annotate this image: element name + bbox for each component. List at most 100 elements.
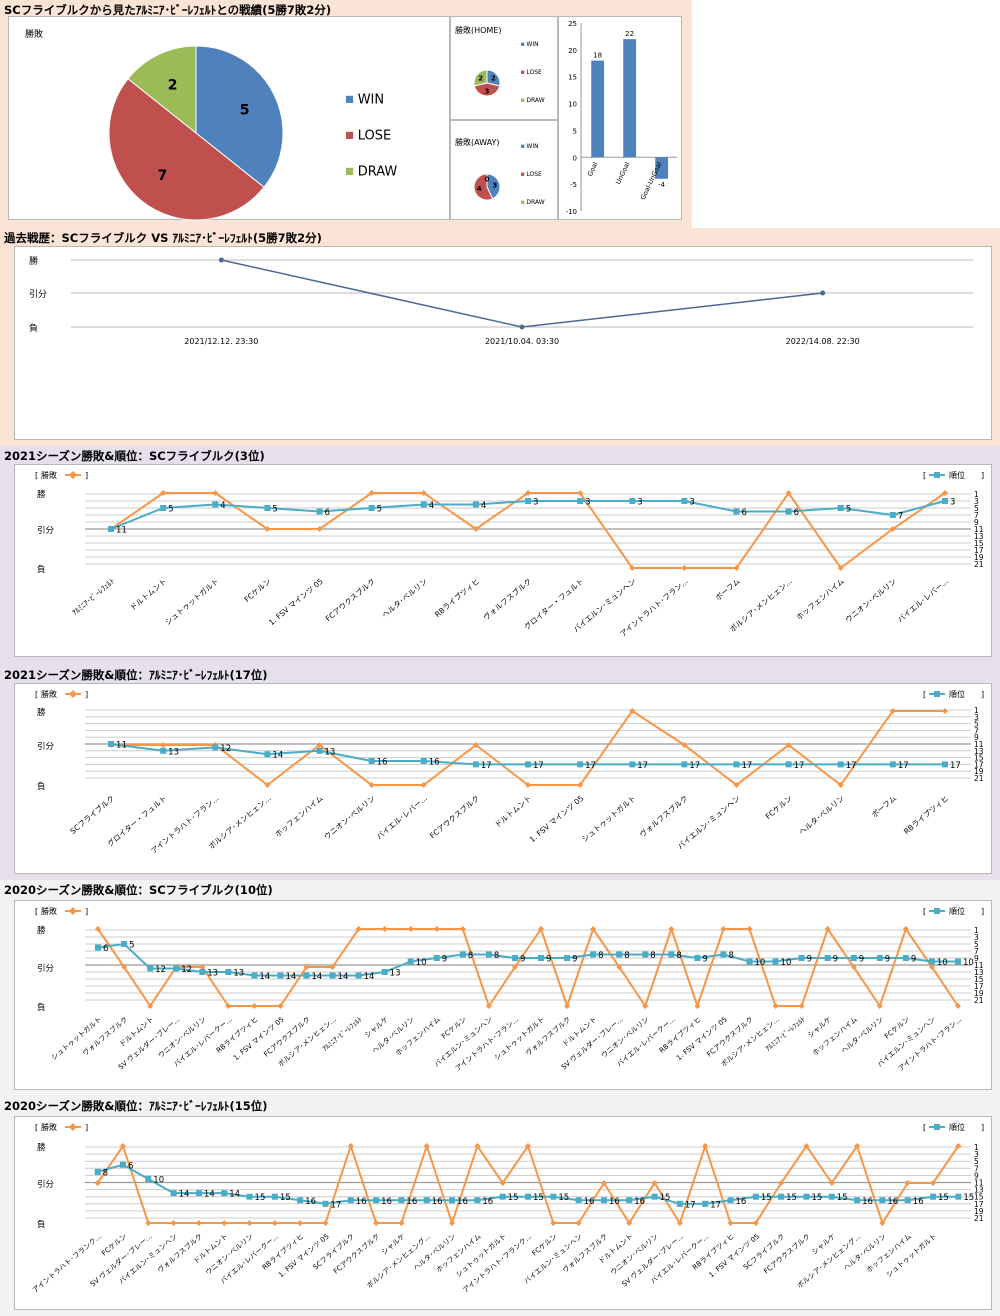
rank-point [720, 951, 727, 958]
season-2020-bielefeld: 2020シーズン勝敗&順位：ｱﾙﾐﾆｱ･ﾋﾞｰﾚﾌｪﾙﾄ(15位) [勝敗][順… [0, 1096, 1000, 1316]
pie-home: 勝敗(HOME) 232 WIN LOSE DRAW [455, 25, 545, 104]
category-label: ヘルタ･ベルリン [797, 794, 846, 837]
rank-tick: 19 [974, 989, 984, 998]
rank-value-label: 9 [885, 955, 890, 965]
category-label: 1. FSV マインツ 05 [528, 793, 586, 844]
result-point [472, 742, 479, 748]
result-point [577, 490, 584, 496]
rank-point [746, 958, 753, 965]
rank-point [727, 1197, 734, 1204]
category-label: Goal [586, 161, 600, 178]
rank-value-label: 6 [325, 508, 330, 518]
rank-tick: 13 [974, 968, 984, 977]
result-point [368, 490, 375, 496]
history-section: 過去戦歴：SCフライブルク VS ｱﾙﾐﾆｱ･ﾋﾞｰﾚﾌｪﾙﾄ(5勝7敗2分) … [0, 228, 1000, 446]
rank-value-label: 6 [103, 944, 108, 954]
rank-value-label: 9 [520, 955, 525, 965]
result-point [828, 1180, 835, 1186]
rank-point [251, 972, 258, 979]
result-point [733, 782, 740, 788]
result-point [485, 1003, 492, 1009]
category-label: ドルトムント [128, 577, 168, 613]
rank-value-label: 13 [168, 747, 179, 757]
rank-value-label: 17 [794, 761, 805, 771]
legend-bracket: ] [85, 471, 88, 480]
rank-value-label: 14 [229, 1190, 240, 1200]
result-point [575, 1220, 582, 1226]
pie-main: 勝敗 5 7 2 WIN LOSE DRAW [25, 28, 397, 221]
result-point [538, 926, 545, 932]
rank-point [681, 498, 688, 504]
rank-value-label: 13 [233, 969, 244, 979]
rank-tick: 19 [974, 553, 984, 562]
rank-point [511, 955, 518, 961]
rank-value-label: 12 [181, 965, 192, 975]
result-point [889, 708, 896, 714]
rank-value-label: 16 [381, 1197, 392, 1207]
rank-value-label: 5 [272, 505, 277, 515]
category-label: バイエル･レバー... [375, 794, 429, 842]
result-point [212, 490, 219, 496]
legend-label: 順位 [949, 689, 965, 699]
result-point [941, 490, 948, 496]
legend-marker [934, 1124, 940, 1130]
result-point [322, 1220, 329, 1226]
category-label: シュトゥットガルト [162, 576, 220, 627]
rank-point [121, 941, 128, 947]
result-point [778, 1180, 785, 1186]
y-tick-label: 25 [568, 20, 577, 28]
history-title: 過去戦歴：SCフライブルク VS ｱﾙﾐﾆｱ･ﾋﾞｰﾚﾌｪﾙﾄ(5勝7敗2分) [4, 231, 322, 245]
rank-point [778, 1193, 785, 1200]
category-label: FCアウクスブルク [762, 1232, 812, 1276]
rank-point [694, 955, 701, 961]
rank-value-label: 8 [624, 951, 629, 961]
rank-value-label: 10 [153, 1175, 164, 1185]
rank-value-label: 16 [482, 1197, 493, 1207]
category-label: FCケルン [764, 794, 794, 821]
rank-point [828, 1193, 835, 1200]
rank-value-label: 17 [481, 761, 492, 771]
legend-swatch [521, 98, 525, 102]
result-point [837, 565, 844, 571]
category-label: シュトゥットガルト [579, 793, 637, 844]
y-label: 引分 [37, 1180, 55, 1190]
rank-point [119, 1161, 126, 1168]
rank-point [904, 1197, 911, 1204]
rank-point [889, 512, 896, 518]
pie-away-box: 勝敗(AWAY) 3 4 0 WIN LOSE DRAW [450, 120, 558, 220]
result-point [550, 1220, 557, 1226]
result-point [459, 926, 466, 932]
rank-point [879, 1197, 886, 1204]
y-label: 引分 [37, 526, 55, 536]
category-label: SCフライブルク [68, 793, 117, 836]
rank-value-label: 16 [377, 758, 388, 768]
result-point [746, 926, 753, 932]
y-tick-label: 20 [568, 47, 577, 55]
result-point [642, 1003, 649, 1009]
rank-value-label: 11 [116, 526, 127, 536]
rank-point [195, 1190, 202, 1197]
rank-tick: 11 [974, 961, 984, 970]
result-point [681, 565, 688, 571]
rank-point [355, 972, 362, 979]
rank-point [577, 761, 584, 768]
rank-point [433, 955, 440, 961]
rank-point [955, 1193, 962, 1200]
legend-label: 勝敗 [41, 1122, 57, 1132]
season-box: [勝敗][順位] 1 3 5 7 9 11 13 15 17 19 21 勝引分負 6 5 12 12 13 13 1… [14, 900, 992, 1090]
rank-value-label: 16 [457, 1197, 468, 1207]
rank-value-label: 17 [846, 761, 857, 771]
y-label: 負 [29, 322, 38, 334]
category-label: SCフライブルク [741, 1232, 786, 1272]
rank-point [474, 1197, 481, 1204]
chart-title: 勝敗(HOME) [455, 25, 502, 35]
result-point [876, 1003, 883, 1009]
rank-value-label: 9 [833, 955, 838, 965]
season-2021-freiburg: 2021シーズン勝敗&順位：SCフライブルク(3位) [勝敗][順位] 1 3 5 7 9… [0, 446, 1000, 665]
y-label: 負 [37, 564, 46, 575]
legend-label: 勝敗 [41, 906, 57, 916]
rank-point [824, 955, 831, 961]
rank-point [368, 758, 375, 764]
